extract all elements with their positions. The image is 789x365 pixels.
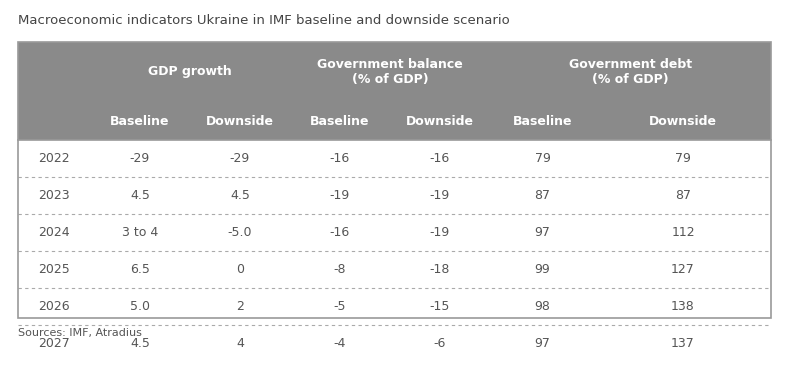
Text: 138: 138	[671, 300, 695, 313]
Text: 98: 98	[535, 300, 551, 313]
Bar	[18, 42, 771, 318]
Text: 97: 97	[535, 226, 551, 239]
Text: -19: -19	[430, 226, 451, 239]
Bar	[18, 214, 771, 251]
Text: 5.0: 5.0	[130, 300, 150, 313]
Text: -19: -19	[330, 189, 350, 202]
Text: 112: 112	[671, 226, 695, 239]
Text: 2022: 2022	[38, 152, 69, 165]
Text: -16: -16	[330, 152, 350, 165]
Text: -29: -29	[230, 152, 250, 165]
Text: 2: 2	[236, 300, 244, 313]
Text: 2025: 2025	[38, 263, 70, 276]
Bar	[18, 251, 771, 288]
Text: 2026: 2026	[38, 300, 69, 313]
Text: -15: -15	[430, 300, 451, 313]
Text: 2024: 2024	[38, 226, 69, 239]
Text: 87: 87	[534, 189, 551, 202]
Text: 4.5: 4.5	[230, 189, 250, 202]
Text: 4.5: 4.5	[130, 189, 150, 202]
Text: -8: -8	[334, 263, 346, 276]
Text: -6: -6	[434, 337, 447, 350]
Text: 79: 79	[675, 152, 691, 165]
Bar	[18, 42, 771, 140]
Text: -16: -16	[430, 152, 451, 165]
Bar	[18, 325, 771, 362]
Text: 4.5: 4.5	[130, 337, 150, 350]
Text: -19: -19	[430, 189, 451, 202]
Text: 127: 127	[671, 263, 695, 276]
Text: 2023: 2023	[38, 189, 69, 202]
Text: Baseline: Baseline	[513, 115, 572, 127]
Text: Macroeconomic indicators Ukraine in IMF baseline and downside scenario: Macroeconomic indicators Ukraine in IMF …	[18, 14, 510, 27]
Text: Baseline: Baseline	[110, 115, 170, 127]
Text: -4: -4	[334, 337, 346, 350]
Bar	[18, 140, 771, 177]
Bar	[18, 288, 771, 325]
Text: 6.5: 6.5	[130, 263, 150, 276]
Text: Downside: Downside	[649, 115, 717, 127]
Text: GDP growth: GDP growth	[148, 65, 232, 78]
Bar	[18, 177, 771, 214]
Text: -16: -16	[330, 226, 350, 239]
Text: 137: 137	[671, 337, 695, 350]
Text: 87: 87	[675, 189, 691, 202]
Text: 97: 97	[535, 337, 551, 350]
Text: Baseline: Baseline	[310, 115, 370, 127]
Text: -5.0: -5.0	[228, 226, 252, 239]
Text: Sources: IMF, Atradius: Sources: IMF, Atradius	[18, 328, 142, 338]
Text: 3 to 4: 3 to 4	[122, 226, 158, 239]
Text: 2027: 2027	[38, 337, 70, 350]
Text: -18: -18	[430, 263, 451, 276]
Text: Downside: Downside	[406, 115, 474, 127]
Text: 4: 4	[236, 337, 244, 350]
Text: Government debt
(% of GDP): Government debt (% of GDP)	[569, 58, 692, 86]
Text: 0: 0	[236, 263, 244, 276]
Text: Downside: Downside	[206, 115, 274, 127]
Text: -29: -29	[130, 152, 150, 165]
Text: -5: -5	[334, 300, 346, 313]
Text: Government balance
(% of GDP): Government balance (% of GDP)	[317, 58, 463, 86]
Text: 79: 79	[535, 152, 551, 165]
Text: 99: 99	[535, 263, 551, 276]
